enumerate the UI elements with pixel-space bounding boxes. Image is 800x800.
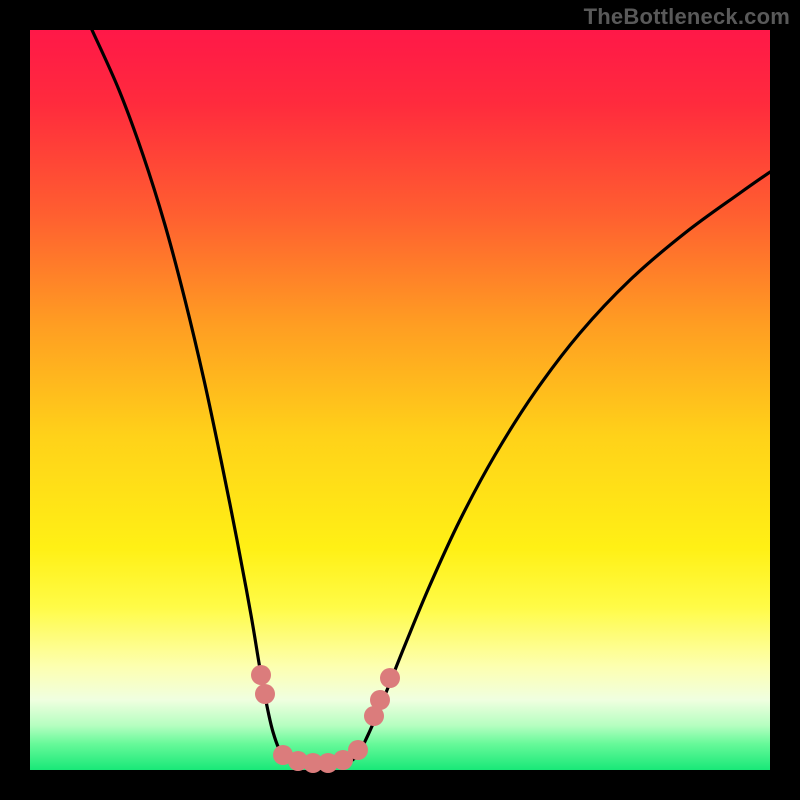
bottleneck-curve	[92, 30, 770, 764]
data-marker	[273, 745, 293, 765]
data-marker	[288, 751, 308, 771]
plot-background	[30, 30, 770, 770]
data-marker	[251, 665, 271, 685]
watermark-text: TheBottleneck.com	[584, 4, 790, 30]
data-marker	[370, 690, 390, 710]
data-marker	[380, 668, 400, 688]
data-marker	[255, 684, 275, 704]
data-marker	[303, 753, 323, 773]
data-marker	[333, 750, 353, 770]
chart-container: TheBottleneck.com	[0, 0, 800, 800]
data-marker	[318, 753, 338, 773]
marker-group	[251, 665, 400, 773]
data-marker	[348, 740, 368, 760]
chart-svg	[0, 0, 800, 800]
data-marker	[364, 706, 384, 726]
